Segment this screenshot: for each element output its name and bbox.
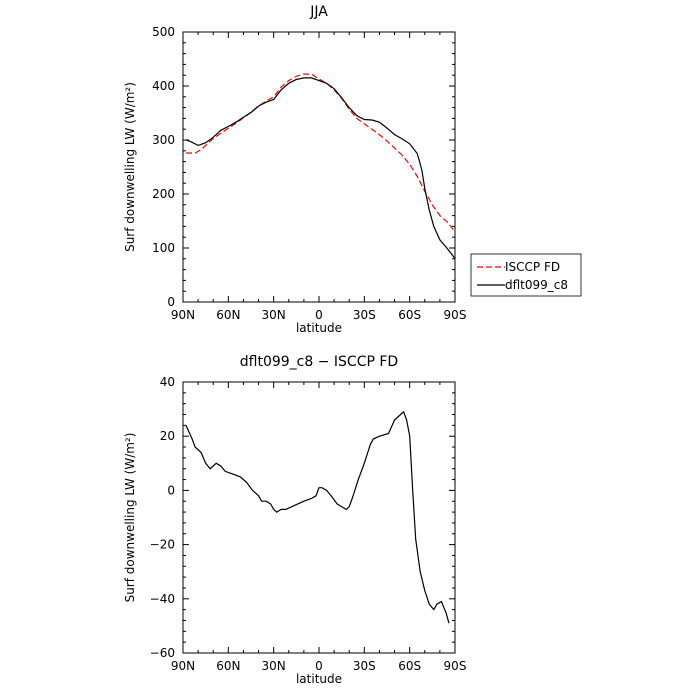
y-tick-label: 100	[152, 241, 175, 255]
x-tick-label: 0	[315, 308, 323, 322]
series-line	[185, 77, 456, 260]
x-axis-label: latitude	[296, 672, 342, 686]
x-tick-label: 30N	[262, 659, 286, 673]
y-tick-label: 200	[152, 187, 175, 201]
x-axis-label: latitude	[296, 321, 342, 335]
series-line	[186, 73, 456, 233]
x-tick-label: 30S	[353, 659, 376, 673]
y-axis-label: Surf downwelling LW (W/m²)	[123, 82, 137, 252]
x-tick-label: 0	[315, 659, 323, 673]
x-tick-label: 90N	[171, 308, 195, 322]
chart-title: JJA	[309, 4, 328, 20]
y-tick-label: 40	[160, 375, 175, 389]
x-tick-label: 90S	[444, 659, 467, 673]
plot-frame	[182, 31, 456, 303]
y-tick-label: 20	[160, 429, 175, 443]
legend-label: ISCCP FD	[505, 260, 560, 274]
y-tick-label: 0	[167, 295, 175, 309]
series-line	[185, 410, 450, 624]
y-tick-label: 300	[152, 133, 175, 147]
y-tick-label: 0	[167, 483, 175, 497]
y-axis-label: Surf downwelling LW (W/m²)	[123, 433, 137, 603]
y-tick-label: −40	[150, 592, 175, 606]
x-tick-label: 30N	[262, 308, 286, 322]
x-tick-label: 90N	[171, 659, 195, 673]
x-tick-label: 90S	[444, 308, 467, 322]
y-tick-label: 500	[152, 25, 175, 39]
y-tick-label: −60	[150, 646, 175, 660]
x-tick-label: 60N	[216, 308, 240, 322]
x-tick-label: 60S	[398, 308, 421, 322]
chart-title: dflt099_c8 − ISCCP FD	[240, 354, 398, 370]
legend-box	[470, 253, 582, 297]
legend-label: dflt099_c8	[505, 278, 568, 292]
y-tick-label: −20	[150, 538, 175, 552]
x-tick-label: 60N	[216, 659, 240, 673]
bottom-chart-panel: 90N 60N 30N 0 30S 60S 90S −60 −40 −20 0 20 40 dflt099…	[123, 354, 466, 686]
y-tick-label: 400	[152, 79, 175, 93]
x-tick-label: 60S	[398, 659, 421, 673]
x-tick-label: 30S	[353, 308, 376, 322]
top-chart-panel: 90N 60N 30N 0 30S 60S 90S 0 100 200 300 400 500 JJA la…	[123, 4, 582, 335]
